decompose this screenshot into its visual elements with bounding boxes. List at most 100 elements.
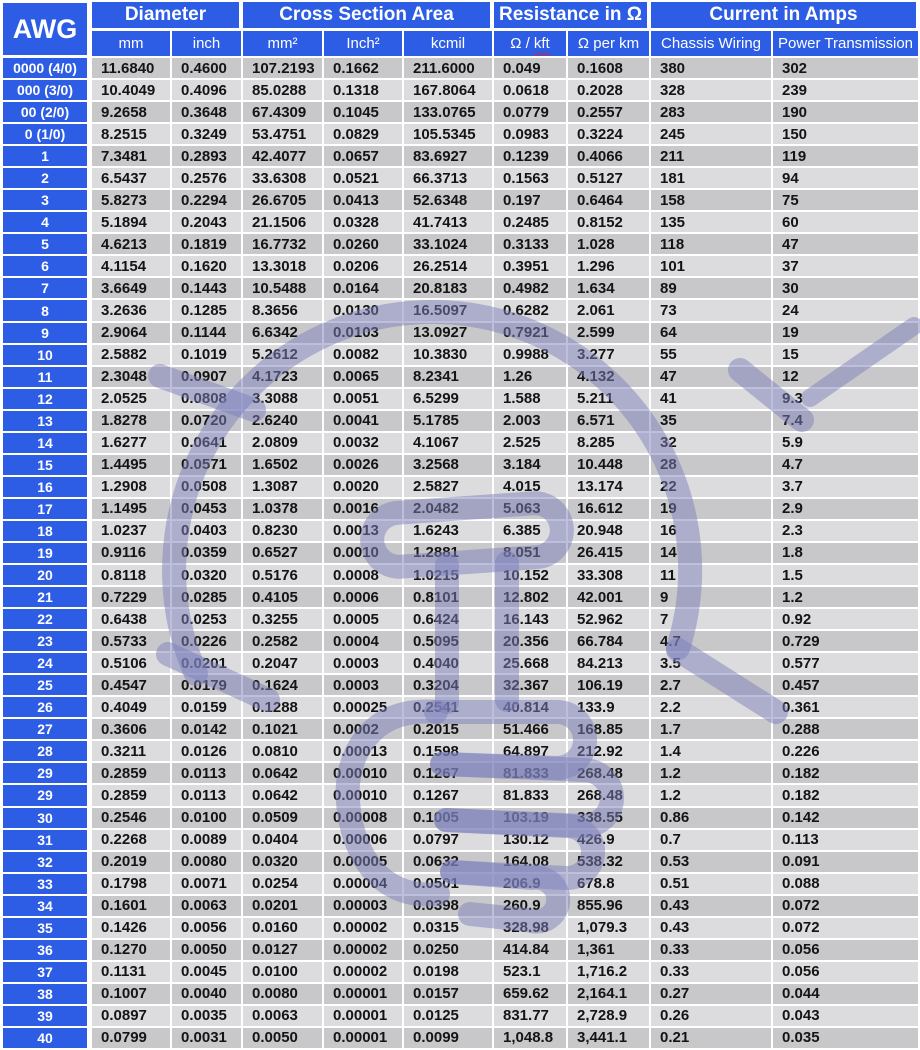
data-cell: 0.0642 (243, 763, 324, 786)
awg-gauge-cell: 27 (0, 719, 92, 742)
data-cell: 1.4495 (92, 454, 172, 477)
data-cell: 0.0016 (324, 498, 404, 521)
data-cell: 20.356 (494, 631, 568, 654)
data-cell: 0.1267 (404, 763, 494, 786)
data-cell: 6.571 (568, 410, 651, 433)
data-cell: 16.5097 (404, 300, 494, 323)
data-cell: 0.1285 (172, 300, 243, 323)
awg-gauge-cell: 3 (0, 190, 92, 213)
data-cell: 75 (773, 190, 920, 213)
data-cell: 81.833 (494, 785, 568, 808)
awg-gauge-cell: 35 (0, 917, 92, 940)
data-cell: 0.1318 (324, 80, 404, 103)
data-cell: 328 (651, 80, 773, 103)
data-cell: 0.0810 (243, 741, 324, 764)
data-cell: 2,164.1 (568, 983, 651, 1006)
data-cell: 0.21 (651, 1027, 773, 1050)
awg-gauge-cell: 10 (0, 344, 92, 367)
data-cell: 2,728.9 (568, 1005, 651, 1028)
data-cell: 24 (773, 300, 920, 323)
data-cell: 4.1067 (404, 432, 494, 455)
awg-column-header: AWG (0, 0, 92, 58)
data-cell: 3.277 (568, 344, 651, 367)
data-cell: 33.6308 (243, 168, 324, 191)
data-cell: 0.1007 (92, 983, 172, 1006)
data-cell: 73 (651, 300, 773, 323)
awg-gauge-cell: 24 (0, 653, 92, 676)
data-cell: 35 (651, 410, 773, 433)
data-cell: 25.668 (494, 653, 568, 676)
data-cell: 0.0829 (324, 124, 404, 147)
data-cell: 0.53 (651, 851, 773, 874)
data-cell: 1.296 (568, 256, 651, 279)
data-cell: 5.1894 (92, 212, 172, 235)
data-cell: 2.7 (651, 675, 773, 698)
data-cell: 4.1154 (92, 256, 172, 279)
data-cell: 6.6342 (243, 322, 324, 345)
data-cell: 0.056 (773, 939, 920, 962)
data-cell: 0.2268 (92, 829, 172, 852)
data-cell: 0.2893 (172, 146, 243, 169)
awg-gauge-cell: 7 (0, 278, 92, 301)
awg-gauge-cell: 40 (0, 1027, 92, 1050)
data-cell: 0.0359 (172, 542, 243, 566)
data-cell: 33.1024 (404, 234, 494, 257)
data-cell: 1.0237 (92, 520, 172, 543)
awg-gauge-cell: 29 (0, 763, 92, 786)
data-cell: 11 (651, 565, 773, 588)
data-cell: 0.0026 (324, 454, 404, 477)
data-cell: 85.0288 (243, 80, 324, 103)
data-cell: 0.0045 (172, 961, 243, 984)
data-cell: 0.1131 (92, 961, 172, 984)
data-cell: 0.2582 (243, 631, 324, 654)
data-cell: 13.0927 (404, 322, 494, 345)
awg-gauge-cell: 6 (0, 256, 92, 279)
data-cell: 0.0198 (404, 961, 494, 984)
data-cell: 4.015 (494, 476, 568, 499)
awg-gauge-cell: 0000 (4/0) (0, 58, 92, 81)
data-cell: 0.4547 (92, 675, 172, 698)
data-cell: 855.96 (568, 895, 651, 918)
data-cell: 0.0285 (172, 587, 243, 610)
data-cell: 0.0618 (494, 80, 568, 103)
data-cell: 0.0641 (172, 432, 243, 455)
data-cell: 0.182 (773, 763, 920, 786)
awg-gauge-cell: 17 (0, 498, 92, 521)
data-cell: 84.213 (568, 653, 651, 676)
data-cell: 0.5176 (243, 565, 324, 588)
data-cell: 37 (773, 256, 920, 279)
data-cell: 0.3648 (172, 102, 243, 125)
data-cell: 0.091 (773, 851, 920, 874)
data-cell: 0.00010 (324, 763, 404, 786)
data-cell: 0.9116 (92, 542, 172, 566)
awg-gauge-cell: 20 (0, 565, 92, 588)
data-cell: 0.5733 (92, 631, 172, 654)
data-cell: 0.0779 (494, 102, 568, 125)
data-cell: 0.8101 (404, 587, 494, 610)
data-cell: 2.061 (568, 300, 651, 323)
awg-gauge-cell: 4 (0, 212, 92, 235)
data-cell: 11.6840 (92, 58, 172, 81)
data-cell: 0.1005 (404, 807, 494, 830)
data-cell: 1.5 (773, 565, 920, 588)
data-cell: 1,079.3 (568, 917, 651, 940)
data-cell: 0.3133 (494, 234, 568, 257)
data-cell: 1.2 (773, 587, 920, 610)
data-cell: 0.1819 (172, 234, 243, 257)
data-cell: 0.8152 (568, 212, 651, 235)
data-cell: 0.0179 (172, 675, 243, 698)
data-cell: 20.948 (568, 520, 651, 543)
data-cell: 0.2541 (404, 697, 494, 720)
data-cell: 678.8 (568, 873, 651, 896)
data-cell: 1.0215 (404, 565, 494, 588)
data-cell: 1.26 (494, 366, 568, 389)
awg-gauge-cell: 1 (0, 146, 92, 169)
data-cell: 0.0797 (404, 829, 494, 852)
data-cell: 1.4 (651, 741, 773, 764)
data-cell: 0.0080 (172, 851, 243, 874)
data-cell: 0.2047 (243, 653, 324, 676)
data-cell: 0.0050 (243, 1027, 324, 1050)
data-cell: 3.5 (651, 653, 773, 676)
data-cell: 0.92 (773, 609, 920, 632)
